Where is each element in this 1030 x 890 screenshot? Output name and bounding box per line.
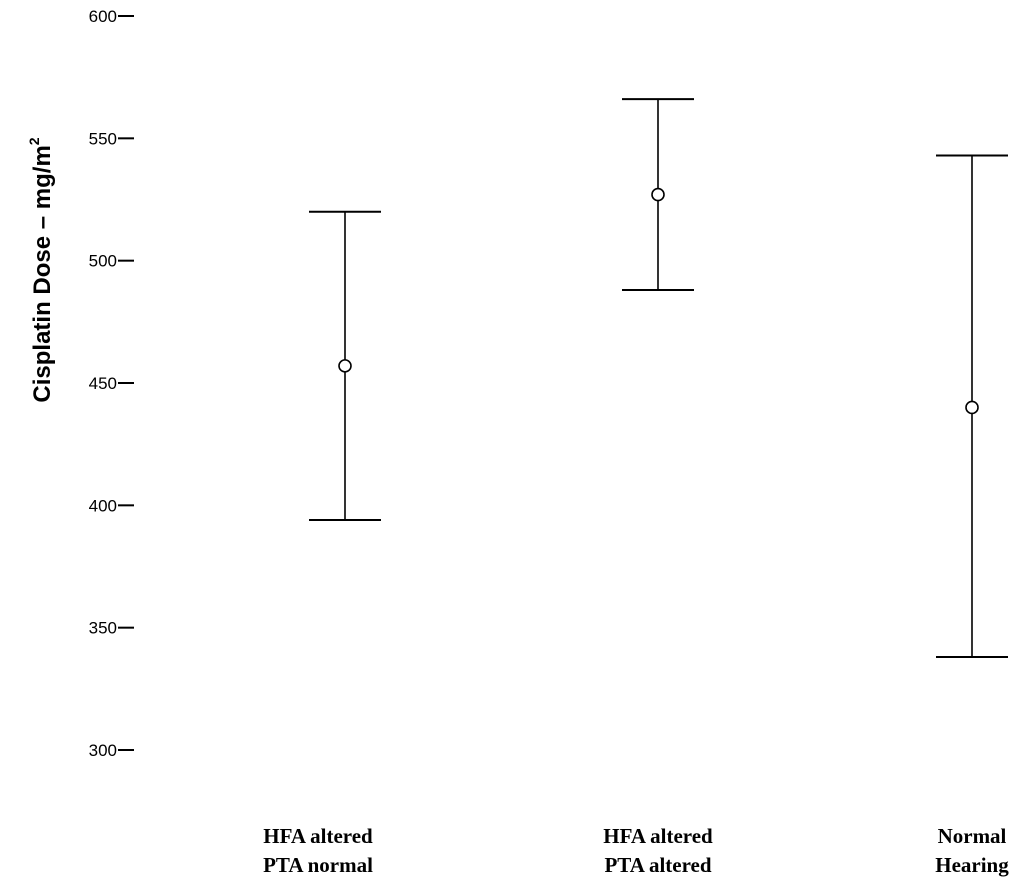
x-axis-category-labels: HFA altered PTA normal HFA altered PTA alte…	[263, 824, 1009, 877]
x-category-label: Normal	[938, 824, 1007, 848]
mean-marker	[651, 187, 665, 202]
mean-marker	[338, 359, 352, 373]
y-tick-label: 600	[89, 7, 117, 26]
x-category-label: HFA altered	[263, 824, 373, 848]
y-axis-title-superscript: 2	[26, 137, 42, 145]
x-category-label: HFA altered	[603, 824, 713, 848]
y-tick-label: 300	[89, 741, 117, 760]
x-category-label: Hearing	[935, 853, 1009, 877]
y-tick-label: 450	[89, 374, 117, 393]
x-category-label: PTA altered	[604, 853, 711, 877]
y-axis-title-text: Cisplatin Dose – mg/m	[29, 145, 56, 402]
mean-marker	[965, 400, 979, 415]
y-tick-label: 350	[89, 619, 117, 638]
x-category-label: PTA normal	[263, 853, 373, 877]
plot-area	[309, 98, 1008, 659]
y-tick-label: 550	[89, 129, 117, 148]
y-tick-label: 400	[89, 496, 117, 515]
y-axis: 300 350 400 450 500 550 600	[89, 7, 134, 760]
y-tick-label: 500	[89, 252, 117, 271]
y-axis-title: Cisplatin Dose – mg/m2	[26, 137, 56, 402]
